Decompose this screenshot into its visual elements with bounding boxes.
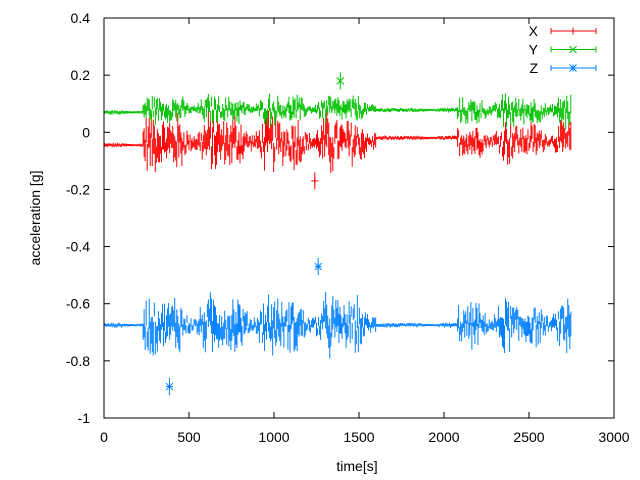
y-tick-label: -0.8 xyxy=(66,353,90,369)
plot-marks xyxy=(103,72,572,396)
outlier-point xyxy=(314,262,323,271)
x-tick-label: 1500 xyxy=(343,429,374,445)
series-y xyxy=(103,72,572,130)
outlier-point xyxy=(311,177,319,185)
marker-stroke xyxy=(314,262,323,271)
y-tick-label: 0 xyxy=(82,124,90,140)
y-tick-label: 0.4 xyxy=(71,10,91,26)
y-tick-label: 0.2 xyxy=(71,67,91,83)
x-tick-label: 2500 xyxy=(513,429,544,445)
x-tick-label: 2000 xyxy=(428,429,459,445)
legend-label: Z xyxy=(529,60,538,76)
marker-stroke xyxy=(569,45,577,54)
marker-stroke xyxy=(336,77,345,85)
series-z xyxy=(103,258,572,396)
series-x xyxy=(103,109,572,190)
legend-label: Y xyxy=(529,42,539,58)
y-tick-label: -0.2 xyxy=(66,181,90,197)
legend-label: X xyxy=(529,23,539,39)
outlier-point xyxy=(336,77,345,85)
x-tick-label: 500 xyxy=(177,429,201,445)
legend: XYZ xyxy=(529,23,597,76)
legend-marker xyxy=(569,64,577,72)
y-tick-label: -0.6 xyxy=(66,296,90,312)
outlier-point xyxy=(165,382,174,391)
x-tick-label: 1000 xyxy=(258,429,289,445)
legend-marker xyxy=(569,45,577,54)
marker-stroke xyxy=(165,382,174,391)
y-tick-label: -1 xyxy=(78,410,91,426)
y-tick-label: -0.4 xyxy=(66,239,90,255)
x-tick-label: 0 xyxy=(100,429,108,445)
x-axis-label: time[s] xyxy=(336,458,377,474)
axes: 0 500 1000 1500 2000 2500 3000 -1 -0.8 -0.6 -0.4 -0… xyxy=(66,10,630,445)
marker-stroke xyxy=(569,64,577,72)
x-tick-label: 3000 xyxy=(598,429,629,445)
legend-marker xyxy=(569,27,577,35)
y-axis-label: acceleration [g] xyxy=(27,171,43,266)
plot-border xyxy=(103,17,615,419)
